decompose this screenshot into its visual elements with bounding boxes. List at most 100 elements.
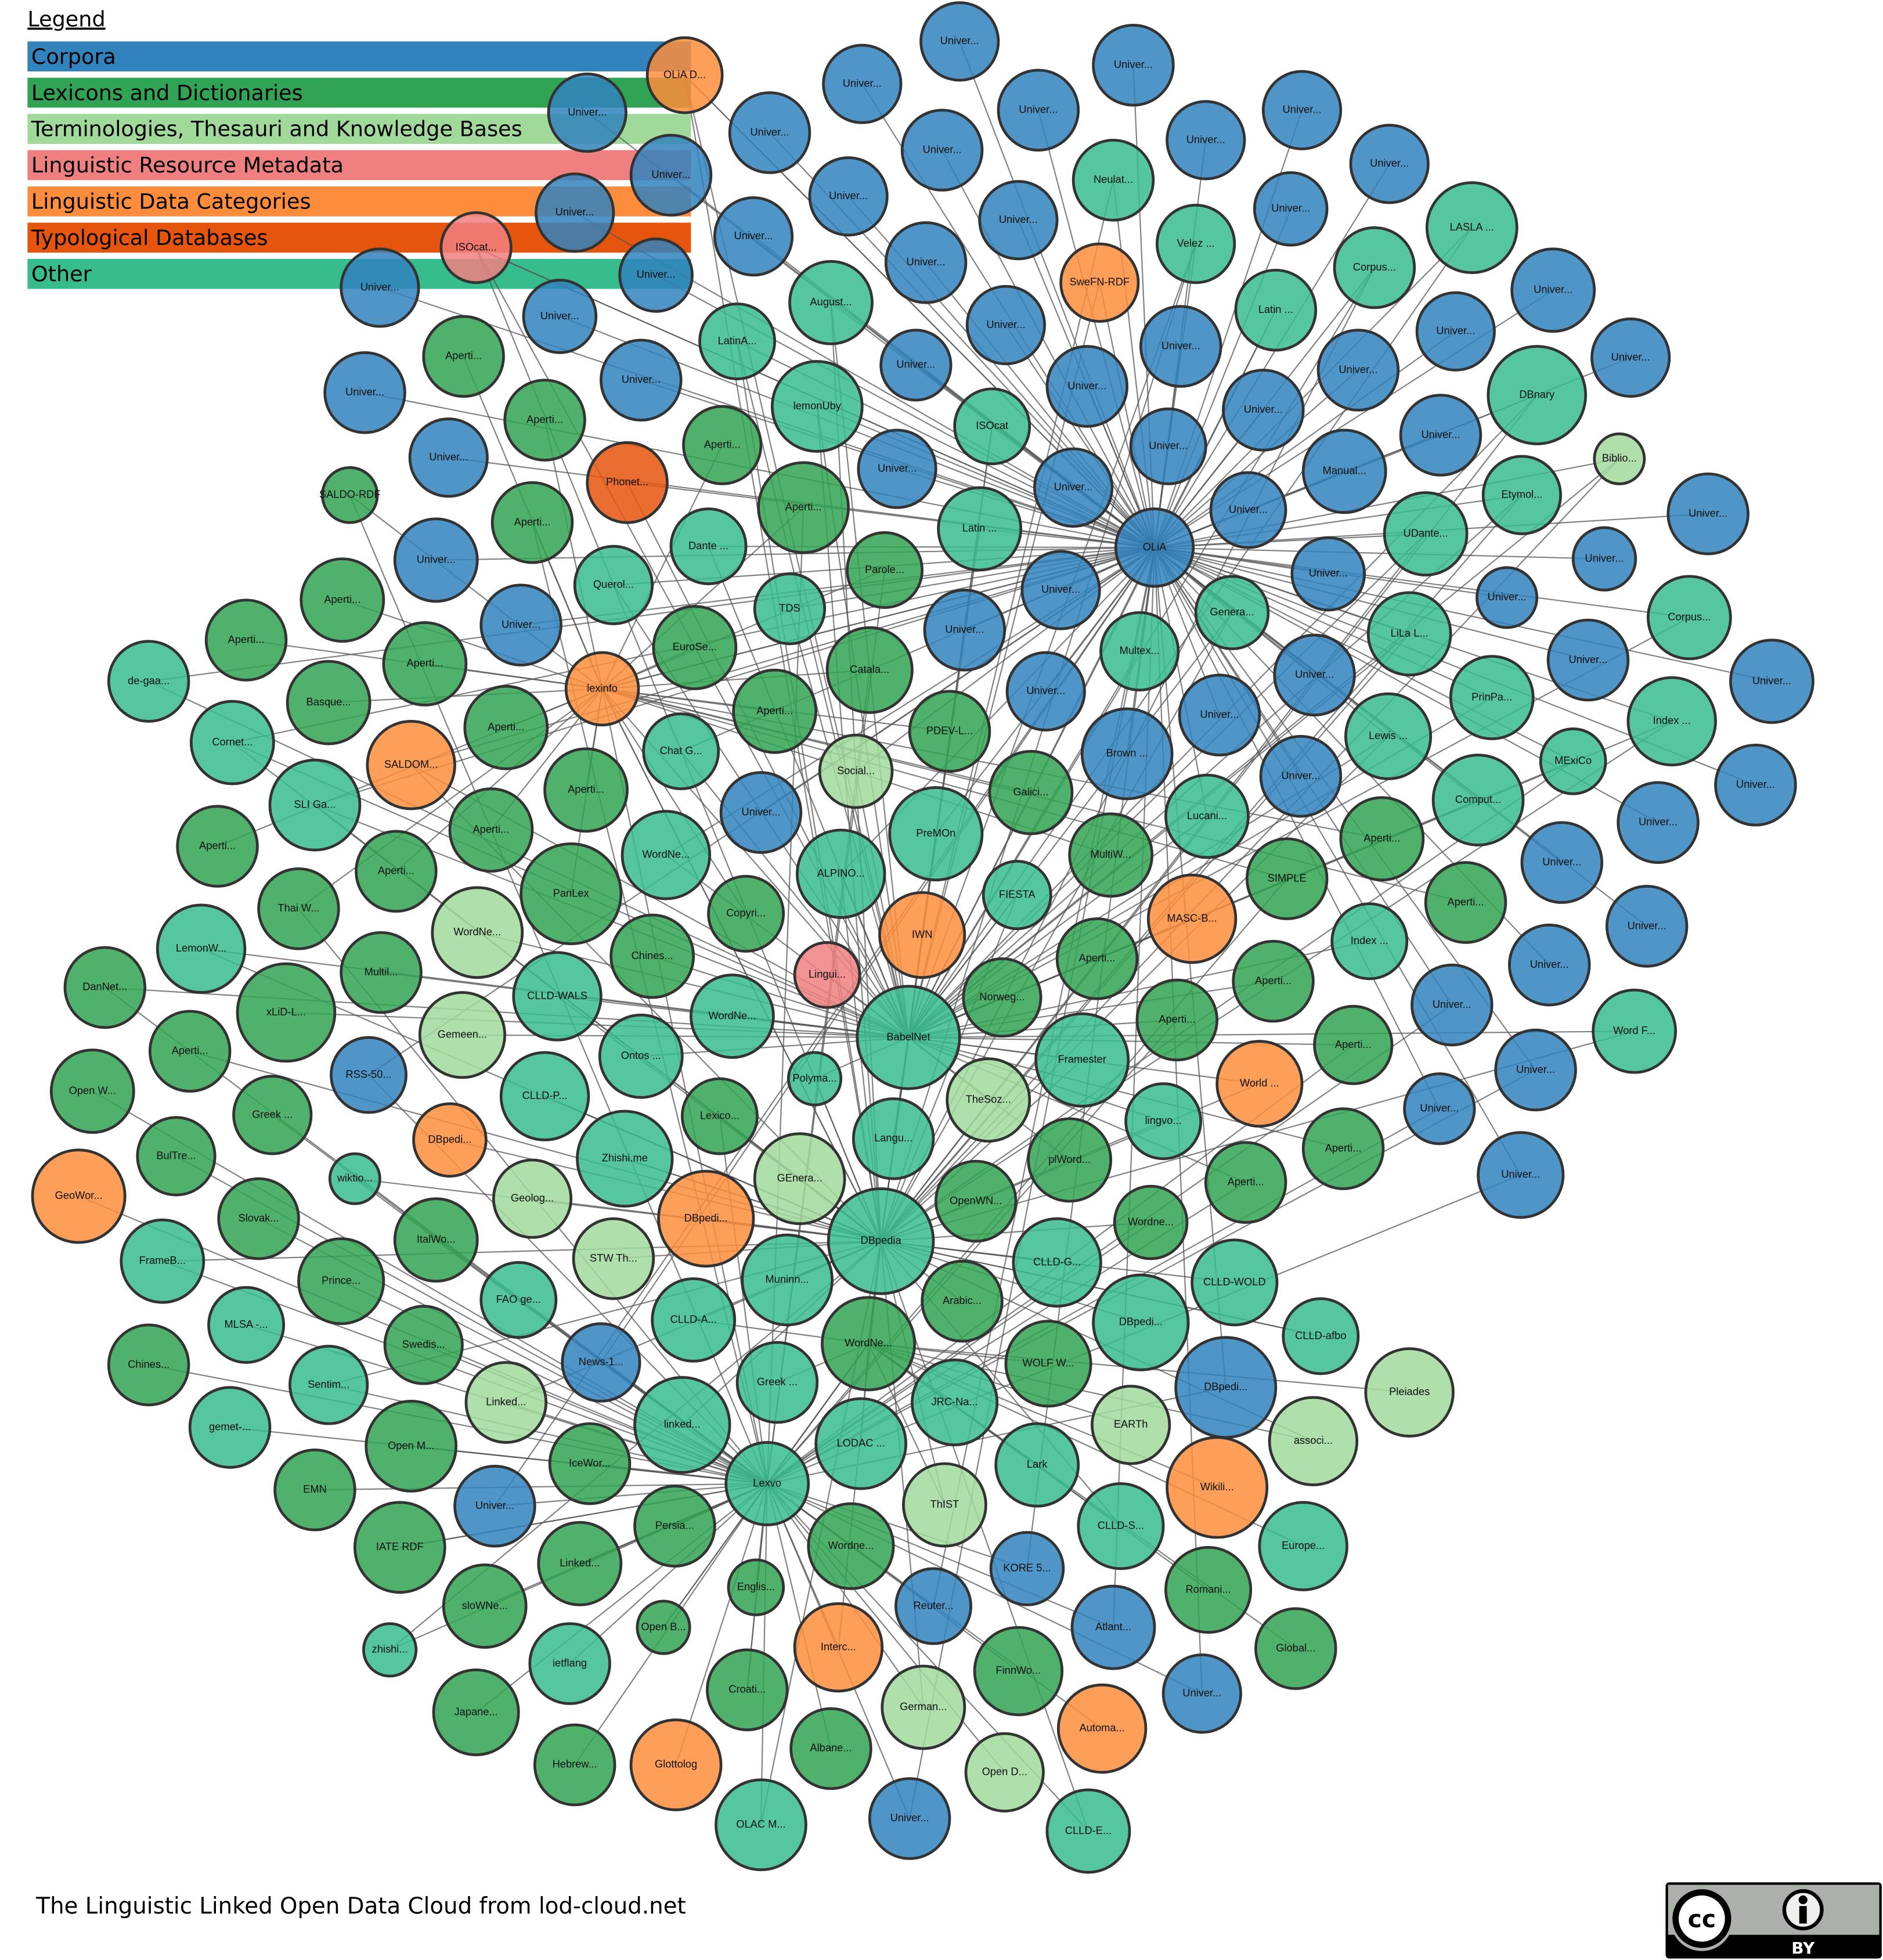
dataset-bubble[interactable] — [1204, 1141, 1287, 1224]
dataset-node-eurose[interactable]: EuroSe... — [652, 604, 738, 690]
dataset-node-iate-rdf[interactable]: IATE RDF — [353, 1501, 446, 1594]
dataset-bubble[interactable] — [453, 1465, 536, 1548]
dataset-bubble[interactable] — [1092, 24, 1175, 107]
dataset-bubble[interactable] — [846, 531, 924, 609]
dataset-bubble[interactable] — [442, 1563, 528, 1649]
dataset-bubble[interactable] — [923, 589, 1007, 672]
dataset-bubble[interactable] — [188, 1386, 272, 1469]
dataset-bubble[interactable] — [827, 1187, 935, 1295]
dataset-node-univer[interactable]: Univer... — [1590, 317, 1671, 398]
dataset-bubble[interactable] — [1077, 1482, 1165, 1570]
dataset-node-univer[interactable]: Univer... — [1617, 781, 1700, 864]
dataset-node-langu[interactable]: Langu... — [852, 1097, 935, 1180]
dataset-bubble[interactable] — [680, 1077, 759, 1155]
dataset-bubble[interactable] — [1646, 575, 1732, 661]
dataset-bubble[interactable] — [300, 557, 385, 643]
dataset-bubble[interactable] — [1027, 1117, 1113, 1203]
dataset-node-zhishi-me[interactable]: Zhishi.me — [576, 1109, 674, 1208]
dataset-node-hebrew[interactable]: Hebrew... — [533, 1723, 616, 1807]
dataset-bubble[interactable] — [1113, 1184, 1189, 1260]
dataset-node-univer[interactable]: Univer... — [1349, 124, 1430, 204]
dataset-node-corpus[interactable]: Corpus... — [1646, 575, 1732, 661]
dataset-node-dbpedi[interactable]: DBpedi... — [657, 1169, 755, 1268]
dataset-node-univer[interactable]: Univer... — [1403, 1072, 1476, 1145]
dataset-bubble[interactable] — [1344, 692, 1433, 780]
dataset-bubble[interactable] — [422, 315, 505, 398]
dataset-bubble[interactable] — [418, 991, 507, 1079]
dataset-node-univer[interactable]: Univer... — [1316, 329, 1400, 412]
dataset-bubble[interactable] — [878, 891, 966, 979]
dataset-node-openwn[interactable]: OpenWN... — [934, 1159, 1018, 1243]
dataset-node-arabic[interactable]: Arabic... — [921, 1259, 1004, 1343]
dataset-bubble[interactable] — [825, 626, 914, 714]
dataset-bubble[interactable] — [537, 1521, 623, 1606]
dataset-bubble[interactable] — [1254, 1607, 1337, 1690]
dataset-node-thai-w[interactable]: Thai W... — [257, 867, 340, 950]
dataset-node-genera[interactable]: GEnera... — [753, 1132, 846, 1226]
dataset-bubble[interactable] — [1164, 1545, 1253, 1634]
dataset-node-swedis[interactable]: Swedis... — [383, 1305, 464, 1385]
dataset-bubble[interactable] — [988, 750, 1074, 835]
dataset-node-aperti[interactable]: Aperti... — [176, 805, 259, 888]
dataset-node-corpus[interactable]: Corpus... — [1333, 226, 1416, 309]
dataset-bubble[interactable] — [818, 733, 894, 809]
dataset-bubble[interactable] — [1135, 978, 1219, 1062]
dataset-node-univer[interactable]: Univer... — [1020, 550, 1101, 630]
dataset-node-reuter[interactable]: Reuter... — [894, 1567, 972, 1645]
dataset-node-univer[interactable]: Univer... — [1273, 633, 1356, 717]
dataset-node-open-m[interactable]: Open M... — [365, 1400, 458, 1493]
dataset-bubble[interactable] — [1605, 885, 1689, 968]
dataset-bubble[interactable] — [1424, 861, 1507, 944]
dataset-bubble[interactable] — [464, 1361, 548, 1444]
dataset-node-latin[interactable]: Latin ... — [1234, 268, 1318, 352]
dataset-node-univer[interactable]: Univer... — [1666, 472, 1749, 556]
dataset-bubble[interactable] — [1194, 575, 1270, 650]
dataset-bubble[interactable] — [856, 985, 961, 1090]
dataset-bubble[interactable] — [136, 1116, 217, 1197]
dataset-bubble[interactable] — [884, 221, 968, 304]
dataset-node-univer[interactable]: Univer... — [1399, 394, 1482, 477]
dataset-node-gemet[interactable]: gemet-... — [188, 1386, 272, 1469]
dataset-bubble[interactable] — [713, 196, 794, 277]
dataset-bubble[interactable] — [796, 828, 886, 919]
dataset-node-univer[interactable]: Univer... — [923, 589, 1007, 672]
dataset-bubble[interactable] — [921, 1259, 1004, 1343]
dataset-bubble[interactable] — [148, 1010, 232, 1093]
dataset-bubble[interactable] — [1729, 639, 1815, 724]
dataset-bubble[interactable] — [340, 247, 420, 328]
dataset-node-lexvo[interactable]: Lexvo — [724, 1441, 810, 1526]
dataset-node-thesoz[interactable]: TheSoz... — [946, 1057, 1031, 1143]
dataset-bubble[interactable] — [1155, 204, 1236, 284]
dataset-bubble[interactable] — [586, 441, 669, 524]
dataset-node-earth[interactable]: EARTh — [1091, 1385, 1171, 1465]
dataset-node-aperti[interactable]: Aperti... — [1135, 978, 1219, 1062]
dataset-node-udante[interactable]: UDante... — [1383, 491, 1469, 577]
dataset-bubble[interactable] — [1301, 1107, 1385, 1190]
dataset-bubble[interactable] — [408, 417, 489, 498]
dataset-node-univer[interactable]: Univer... — [1510, 247, 1596, 333]
dataset-bubble[interactable] — [787, 1051, 843, 1107]
dataset-bubble[interactable] — [1592, 988, 1678, 1074]
dataset-node-univer[interactable]: Univer... — [1161, 1653, 1242, 1734]
dataset-node-icewor[interactable]: IceWor... — [548, 1422, 632, 1505]
dataset-node-aperti[interactable]: Aperti... — [1301, 1107, 1385, 1190]
dataset-node-querol[interactable]: Querol... — [573, 545, 654, 625]
dataset-node-univer[interactable]: Univer... — [323, 351, 406, 434]
dataset-node-univer[interactable]: Univer... — [1714, 743, 1797, 827]
dataset-bubble[interactable] — [382, 621, 468, 707]
dataset-node-lodac[interactable]: LODAC ... — [814, 1397, 908, 1490]
dataset-node-univer[interactable]: Univer... — [408, 417, 489, 498]
dataset-node-dbpedi[interactable]: DBpedi... — [1174, 1336, 1278, 1439]
dataset-bubble[interactable] — [120, 1218, 205, 1304]
dataset-node-greek[interactable]: Greek ... — [735, 1341, 819, 1424]
dataset-bubble[interactable] — [808, 156, 889, 237]
dataset-node-wordne[interactable]: WordNe... — [690, 974, 775, 1059]
dataset-bubble[interactable] — [1313, 1004, 1394, 1086]
dataset-bubble[interactable] — [821, 1296, 917, 1392]
dataset-node-aperti[interactable]: Aperti... — [1313, 1004, 1394, 1086]
dataset-node-univer[interactable]: Univer... — [1494, 1028, 1577, 1112]
dataset-bubble[interactable] — [1068, 812, 1154, 898]
dataset-bubble[interactable] — [682, 405, 763, 485]
dataset-node-dbpedia[interactable]: DBpedia — [827, 1187, 935, 1295]
dataset-bubble[interactable] — [994, 1422, 1080, 1508]
